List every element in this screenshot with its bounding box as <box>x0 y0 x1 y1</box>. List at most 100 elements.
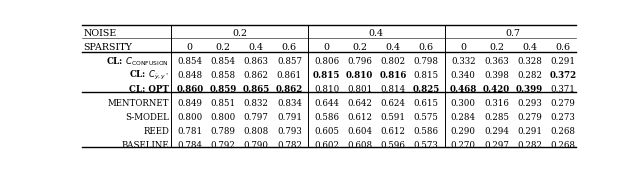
Text: 0.291: 0.291 <box>550 57 575 66</box>
Text: 0.862: 0.862 <box>276 85 303 94</box>
Text: 0.279: 0.279 <box>517 113 542 122</box>
Text: 0.612: 0.612 <box>380 127 406 136</box>
Text: 0.797: 0.797 <box>244 113 269 122</box>
Text: 0.4: 0.4 <box>369 29 384 38</box>
Text: 0.285: 0.285 <box>484 113 509 122</box>
Text: 0.861: 0.861 <box>277 71 302 80</box>
Text: 0.642: 0.642 <box>348 99 372 108</box>
Text: 0.832: 0.832 <box>244 99 269 108</box>
Text: 0.575: 0.575 <box>413 113 438 122</box>
Text: 0.586: 0.586 <box>413 127 438 136</box>
Text: 0.782: 0.782 <box>277 141 302 150</box>
Text: 0.293: 0.293 <box>517 99 542 108</box>
Text: 0.268: 0.268 <box>550 127 575 136</box>
Text: 0: 0 <box>187 43 193 52</box>
Text: 0.644: 0.644 <box>314 99 339 108</box>
Text: 0.798: 0.798 <box>413 57 438 66</box>
Text: 0.371: 0.371 <box>550 85 575 94</box>
Text: 0.573: 0.573 <box>414 141 438 150</box>
Text: 0.806: 0.806 <box>314 57 339 66</box>
Text: S-MODEL: S-MODEL <box>125 113 169 122</box>
Text: 0.848: 0.848 <box>177 71 202 80</box>
Text: 0.291: 0.291 <box>517 127 542 136</box>
Text: 0.273: 0.273 <box>550 113 575 122</box>
Text: 0.282: 0.282 <box>517 71 542 80</box>
Text: 0.2: 0.2 <box>489 43 504 52</box>
Text: 0.801: 0.801 <box>347 85 372 94</box>
Text: 0.2: 0.2 <box>352 43 367 52</box>
Text: 0.810: 0.810 <box>346 71 374 80</box>
Text: 0.290: 0.290 <box>451 127 476 136</box>
Text: CL: $C_{\rm CONFUSION}$: CL: $C_{\rm CONFUSION}$ <box>106 55 169 68</box>
Text: 0.789: 0.789 <box>211 127 236 136</box>
Text: 0.796: 0.796 <box>348 57 372 66</box>
Text: 0.863: 0.863 <box>244 57 269 66</box>
Text: 0.297: 0.297 <box>484 141 509 150</box>
Text: 0.284: 0.284 <box>451 113 476 122</box>
Text: 0.602: 0.602 <box>314 141 339 150</box>
Text: 0.268: 0.268 <box>550 141 575 150</box>
Text: 0.596: 0.596 <box>381 141 405 150</box>
Text: 0.363: 0.363 <box>484 57 509 66</box>
Text: 0.816: 0.816 <box>380 71 406 80</box>
Text: 0.604: 0.604 <box>348 127 372 136</box>
Text: 0.6: 0.6 <box>419 43 434 52</box>
Text: 0.270: 0.270 <box>451 141 476 150</box>
Text: 0.328: 0.328 <box>517 57 542 66</box>
Text: 0.4: 0.4 <box>385 43 401 52</box>
Text: 0.854: 0.854 <box>211 57 236 66</box>
Text: 0.784: 0.784 <box>177 141 202 150</box>
Text: 0.282: 0.282 <box>517 141 542 150</box>
Text: 0.791: 0.791 <box>277 113 302 122</box>
Text: 0.800: 0.800 <box>211 113 236 122</box>
Text: CL: OPT: CL: OPT <box>129 85 169 94</box>
Text: NOISE: NOISE <box>83 29 116 38</box>
Text: 0: 0 <box>460 43 467 52</box>
Text: 0.790: 0.790 <box>244 141 269 150</box>
Text: 0.605: 0.605 <box>314 127 339 136</box>
Text: 0.2: 0.2 <box>216 43 230 52</box>
Text: 0.398: 0.398 <box>484 71 509 80</box>
Text: 0.862: 0.862 <box>244 71 269 80</box>
Text: 0.858: 0.858 <box>211 71 236 80</box>
Text: BASELINE: BASELINE <box>122 141 169 150</box>
Text: 0.591: 0.591 <box>380 113 406 122</box>
Text: 0.294: 0.294 <box>484 127 509 136</box>
Text: 0.781: 0.781 <box>177 127 202 136</box>
Text: 0.851: 0.851 <box>211 99 236 108</box>
Text: 0.814: 0.814 <box>380 85 406 94</box>
Text: 0.340: 0.340 <box>451 71 476 80</box>
Text: 0.810: 0.810 <box>314 85 339 94</box>
Text: 0.399: 0.399 <box>516 85 543 94</box>
Text: 0.815: 0.815 <box>313 71 340 80</box>
Text: 0.6: 0.6 <box>556 43 570 52</box>
Text: 0.300: 0.300 <box>451 99 476 108</box>
Text: 0.2: 0.2 <box>232 29 247 38</box>
Text: 0.586: 0.586 <box>314 113 339 122</box>
Text: 0.793: 0.793 <box>277 127 302 136</box>
Text: 0.834: 0.834 <box>277 99 302 108</box>
Text: 0.615: 0.615 <box>413 99 438 108</box>
Text: 0.372: 0.372 <box>549 71 577 80</box>
Text: 0: 0 <box>324 43 330 52</box>
Text: 0.468: 0.468 <box>450 85 477 94</box>
Text: 0.802: 0.802 <box>380 57 406 66</box>
Text: 0.316: 0.316 <box>484 99 509 108</box>
Text: 0.800: 0.800 <box>177 113 202 122</box>
Text: 0.332: 0.332 <box>451 57 476 66</box>
Text: 0.4: 0.4 <box>249 43 264 52</box>
Text: 0.854: 0.854 <box>177 57 202 66</box>
Text: 0.6: 0.6 <box>282 43 297 52</box>
Text: SPARSITY: SPARSITY <box>83 43 132 52</box>
Text: REED: REED <box>143 127 169 136</box>
Text: 0.7: 0.7 <box>506 29 520 38</box>
Text: 0.624: 0.624 <box>381 99 405 108</box>
Text: 0.608: 0.608 <box>348 141 372 150</box>
Text: MENTORNET: MENTORNET <box>108 99 169 108</box>
Text: 0.859: 0.859 <box>209 85 237 94</box>
Text: 0.857: 0.857 <box>277 57 302 66</box>
Text: 0.849: 0.849 <box>177 99 202 108</box>
Text: 0.808: 0.808 <box>244 127 269 136</box>
Text: 0.860: 0.860 <box>176 85 204 94</box>
Text: 0.4: 0.4 <box>522 43 537 52</box>
